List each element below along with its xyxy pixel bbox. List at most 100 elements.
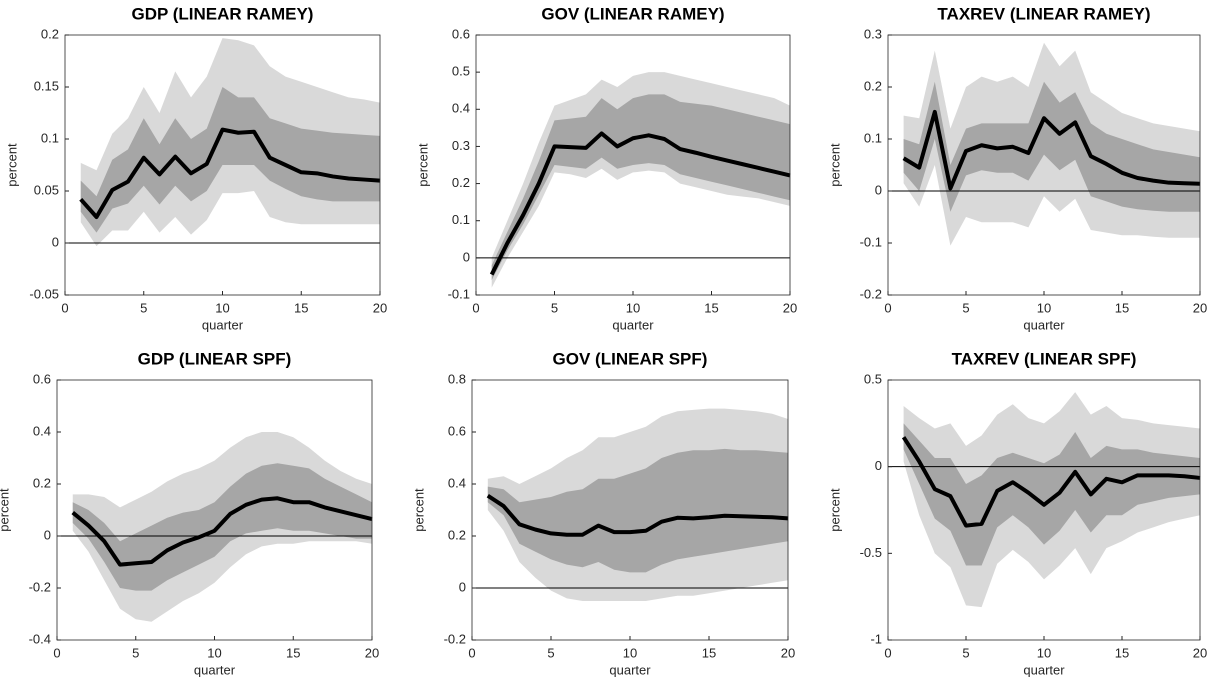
- x-tick-label: 10: [1037, 645, 1051, 660]
- y-tick-label: 0.5: [864, 371, 882, 386]
- confidence-band: [491, 94, 790, 281]
- x-tick-label: 10: [207, 645, 221, 660]
- x-tick-label: 0: [472, 300, 479, 315]
- x-tick-label: 20: [1193, 645, 1207, 660]
- x-tick-label: 15: [1115, 300, 1129, 315]
- y-axis-label: percent: [0, 488, 11, 532]
- response-line: [71, 496, 373, 567]
- response-line: [79, 127, 381, 219]
- y-tick-label: -0.5: [860, 545, 882, 560]
- y-tick-label: 0.4: [33, 423, 51, 438]
- y-axis-label: percent: [411, 488, 426, 532]
- y-axis-label: percent: [827, 143, 842, 187]
- y-tick-label: -0.05: [29, 286, 59, 301]
- x-tick-label: 20: [1193, 300, 1207, 315]
- x-axis-label: quarter: [194, 662, 236, 677]
- y-tick-label: 0: [459, 579, 466, 594]
- x-axis-label: quarter: [612, 317, 654, 332]
- y-tick-label: -0.4: [29, 631, 51, 646]
- x-tick-label: 10: [623, 645, 637, 660]
- response-line: [901, 436, 1201, 528]
- y-tick-label: 0.4: [448, 475, 466, 490]
- x-tick-label: 15: [704, 300, 718, 315]
- y-tick-label: 0.6: [448, 423, 466, 438]
- y-tick-label: 0: [44, 527, 51, 542]
- response-line: [489, 131, 791, 276]
- response-line: [486, 494, 789, 537]
- x-tick-label: 10: [626, 300, 640, 315]
- x-tick-label: 0: [884, 645, 891, 660]
- confidence-band: [903, 81, 1200, 212]
- chart-title: GOV (LINEAR RAMEY): [541, 4, 724, 23]
- confidence-band: [72, 463, 372, 591]
- x-tick-label: 0: [468, 645, 475, 660]
- x-tick-label: 5: [962, 300, 969, 315]
- x-tick-label: 5: [132, 645, 139, 660]
- y-tick-label: 0.2: [41, 26, 59, 41]
- x-tick-label: 15: [294, 300, 308, 315]
- confidence-band: [80, 87, 380, 233]
- x-axis-label: quarter: [202, 317, 244, 332]
- response-line: [902, 109, 1201, 191]
- x-tick-label: 5: [547, 645, 554, 660]
- x-tick-label: 0: [53, 645, 60, 660]
- confidence-band: [903, 423, 1200, 566]
- y-tick-label: 0.15: [34, 78, 59, 93]
- y-tick-label: -0.1: [860, 234, 882, 249]
- x-tick-label: 0: [61, 300, 68, 315]
- confidence-band: [487, 448, 788, 573]
- y-axis-label: percent: [4, 143, 19, 187]
- x-tick-label: 10: [215, 300, 229, 315]
- x-tick-label: 5: [551, 300, 558, 315]
- y-tick-label: 0: [52, 234, 59, 249]
- x-tick-label: 0: [884, 300, 891, 315]
- chart-title: GDP (LINEAR SPF): [138, 349, 292, 368]
- subplot: 0 5 10 15 20 -0.4 -0.2 0 0.2 0.4 0.6 GDP (LINEAR SP…: [0, 349, 379, 677]
- y-tick-label: 0.05: [34, 182, 59, 197]
- x-tick-label: 15: [702, 645, 716, 660]
- y-tick-label: -0.2: [444, 631, 466, 646]
- y-tick-label: 0: [463, 249, 470, 264]
- x-tick-label: 20: [783, 300, 797, 315]
- y-tick-label: 0.6: [452, 26, 470, 41]
- y-tick-label: 0.2: [864, 78, 882, 93]
- y-tick-label: 0.3: [864, 26, 882, 41]
- y-tick-label: 0.3: [452, 138, 470, 153]
- subplot: 0 5 10 15 20 -0.2 -0.1 0 0.1 0.2 0.3 TAXREV (LINEAR…: [827, 4, 1207, 332]
- y-tick-label: 0.4: [452, 101, 470, 116]
- y-axis-label: percent: [415, 143, 430, 187]
- y-tick-label: 0.5: [452, 64, 470, 79]
- chart-title: TAXREV (LINEAR SPF): [952, 349, 1137, 368]
- y-tick-label: 0.8: [448, 371, 466, 386]
- y-tick-label: 0.1: [41, 130, 59, 145]
- x-tick-label: 15: [286, 645, 300, 660]
- y-tick-label: -1: [870, 631, 882, 646]
- y-tick-label: 0.6: [33, 371, 51, 386]
- x-tick-label: 20: [781, 645, 795, 660]
- subplot: 0 5 10 15 20 -1 -0.5 0 0.5 TAXREV (LINEAR SPF) qua…: [827, 349, 1207, 677]
- y-tick-label: -0.2: [29, 579, 51, 594]
- x-axis-label: quarter: [1023, 317, 1065, 332]
- x-tick-label: 15: [1115, 645, 1129, 660]
- x-tick-label: 20: [365, 645, 379, 660]
- y-tick-label: 0.1: [452, 212, 470, 227]
- y-tick-label: -0.2: [860, 286, 882, 301]
- y-tick-label: 0: [875, 458, 882, 473]
- y-tick-label: 0.1: [864, 130, 882, 145]
- x-tick-label: 20: [373, 300, 387, 315]
- y-tick-label: 0.2: [452, 175, 470, 190]
- y-tick-label: 0: [875, 182, 882, 197]
- chart-title: TAXREV (LINEAR RAMEY): [937, 4, 1150, 23]
- x-tick-label: 10: [1037, 300, 1051, 315]
- x-axis-label: quarter: [1023, 662, 1065, 677]
- y-tick-label: 0.2: [33, 475, 51, 490]
- y-tick-label: -0.1: [448, 286, 470, 301]
- chart-title: GOV (LINEAR SPF): [553, 349, 708, 368]
- chart-title: GDP (LINEAR RAMEY): [132, 4, 314, 23]
- y-axis-label: percent: [827, 488, 842, 532]
